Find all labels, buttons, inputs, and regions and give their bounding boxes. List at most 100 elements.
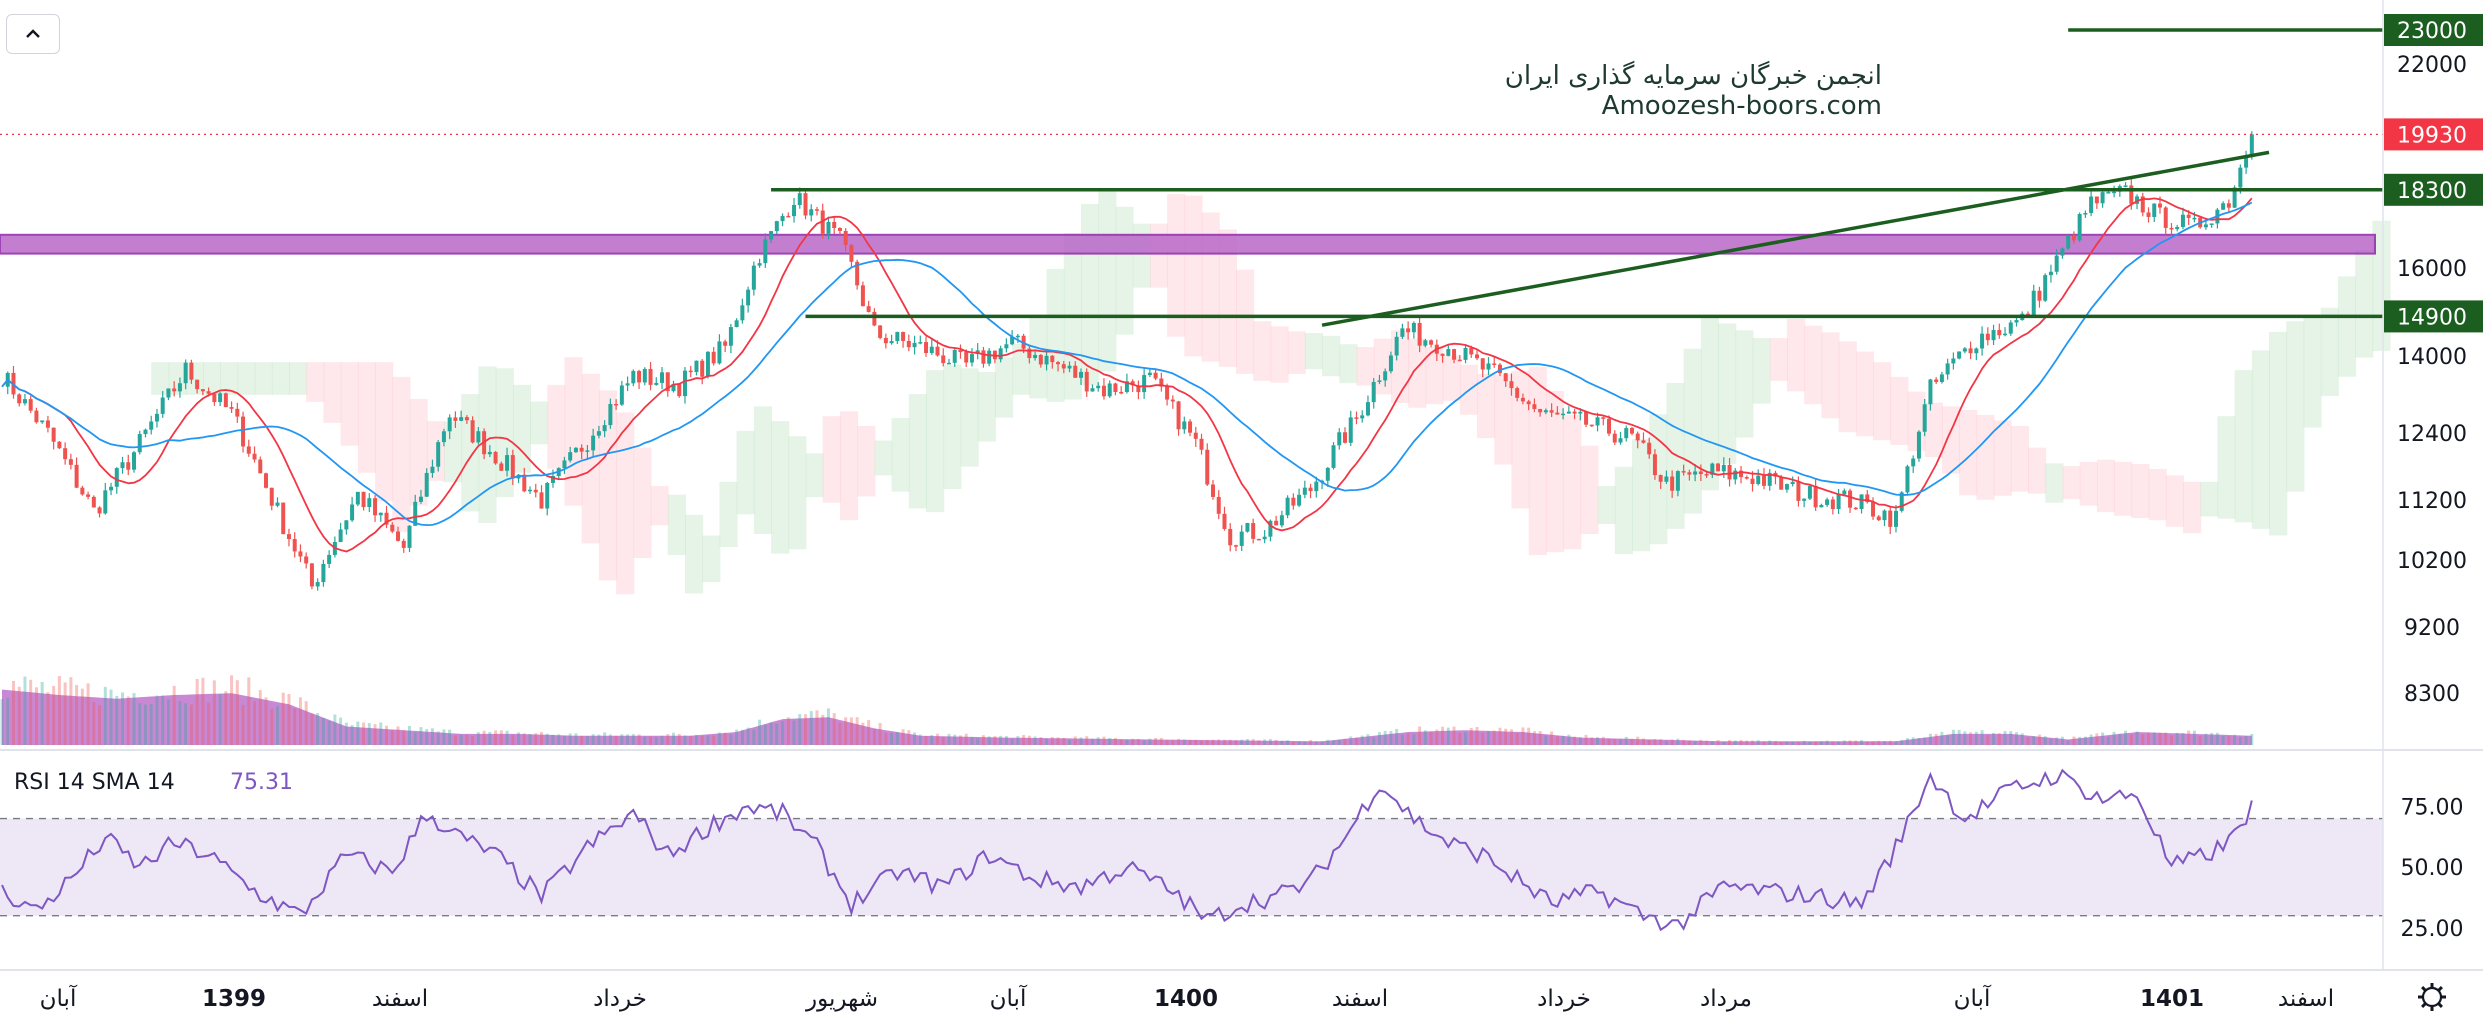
candle-body — [814, 209, 819, 211]
cloud-segment — [1012, 343, 1031, 395]
volume-bar — [1871, 741, 1875, 745]
volume-bar — [1090, 738, 1094, 745]
volume-bar — [832, 713, 836, 745]
candle-body — [459, 417, 464, 421]
volume-bar — [672, 732, 676, 745]
candle-body — [591, 435, 596, 451]
candle-body — [660, 372, 665, 383]
candle-body — [120, 462, 125, 469]
candle-body — [1561, 413, 1566, 416]
cloud-segment — [1614, 466, 1633, 555]
volume-bar — [2078, 736, 2082, 745]
candle-body — [826, 221, 831, 234]
candle-body — [2083, 213, 2088, 215]
candle-body — [912, 342, 917, 348]
candle-body — [1061, 364, 1066, 369]
volume-bar — [1980, 730, 1984, 745]
candle-body — [895, 332, 900, 342]
cloud-segment — [220, 362, 239, 395]
cloud-segment — [771, 421, 790, 554]
volume-bar — [1590, 737, 1594, 745]
volume-bar — [1555, 736, 1559, 745]
volume-bar — [872, 728, 876, 745]
volume-bar — [1406, 733, 1410, 745]
candle-body — [1698, 471, 1703, 475]
settings-icon-tooth — [2421, 986, 2427, 992]
volume-bar — [1257, 740, 1261, 745]
settings-icon-tooth — [2421, 1002, 2427, 1008]
volume-bar — [1969, 732, 1973, 745]
candle-body — [2089, 196, 2094, 214]
volume-bar — [1705, 740, 1709, 745]
candle-body — [1893, 510, 1898, 527]
candle-body — [1199, 438, 1204, 450]
candle-body — [1635, 433, 1640, 441]
volume-bar — [1441, 726, 1445, 745]
candle-body — [1888, 510, 1893, 527]
volume-bar — [316, 713, 320, 745]
volume-bar — [40, 682, 44, 745]
volume-bar — [1182, 739, 1186, 745]
volume-bar — [2089, 734, 2093, 745]
candle-body — [470, 420, 475, 443]
volume-bar — [321, 718, 325, 745]
volume-bar — [936, 733, 940, 745]
volume-bar — [1997, 733, 2001, 745]
volume-bar — [1280, 740, 1284, 745]
volume-bar — [1228, 739, 1232, 745]
candle-body — [1744, 477, 1749, 479]
candle-body — [344, 520, 349, 530]
candle-body — [832, 221, 837, 228]
candle-body — [1876, 516, 1881, 521]
collapse-button[interactable] — [6, 14, 60, 54]
volume-bar — [1550, 731, 1554, 745]
volume-bar — [976, 738, 980, 745]
cloud-segment — [1270, 326, 1289, 383]
candle-body — [2192, 217, 2197, 220]
candle-body — [1578, 411, 1583, 414]
candle-body — [1532, 404, 1537, 410]
candle-body — [63, 448, 68, 460]
volume-bar — [740, 729, 744, 745]
volume-bar — [115, 696, 119, 745]
volume-bar — [390, 729, 394, 745]
candle-body — [1411, 322, 1416, 333]
volume-bar — [379, 722, 383, 745]
candle-body — [2077, 214, 2082, 241]
cloud-segment — [1545, 390, 1565, 553]
candle-body — [751, 265, 756, 290]
candle-body — [1819, 504, 1824, 508]
volume-bar — [1222, 739, 1226, 745]
settings-icon[interactable] — [2418, 983, 2446, 1011]
volume-bar — [660, 735, 664, 745]
candle-body — [229, 407, 234, 409]
candle-body — [2129, 185, 2134, 204]
candle-body — [298, 551, 303, 557]
cloud-segment — [443, 421, 463, 483]
candle-body — [1222, 513, 1227, 529]
candle-body — [2060, 248, 2065, 256]
cloud-segment — [1718, 323, 1737, 464]
volume-bar — [597, 734, 601, 745]
candle-body — [2146, 212, 2151, 217]
candle-body — [1670, 476, 1675, 491]
volume-bar — [1532, 731, 1536, 745]
candle-body — [1147, 372, 1152, 376]
volume-bar — [132, 693, 136, 745]
candle-body — [987, 350, 992, 364]
candle-body — [1584, 411, 1589, 425]
candle-body — [1188, 421, 1193, 433]
volume-bar — [1877, 740, 1881, 745]
candle-body — [642, 368, 647, 383]
volume-bar — [603, 732, 607, 745]
volume-bar — [1016, 736, 1020, 745]
volume-bar — [1263, 739, 1267, 745]
candle-body — [1951, 358, 1956, 364]
volume-bar — [890, 733, 894, 745]
volume-bar — [769, 722, 773, 745]
volume-bar — [1504, 728, 1508, 745]
volume-bar — [1240, 739, 1244, 745]
candle-body — [355, 491, 360, 505]
